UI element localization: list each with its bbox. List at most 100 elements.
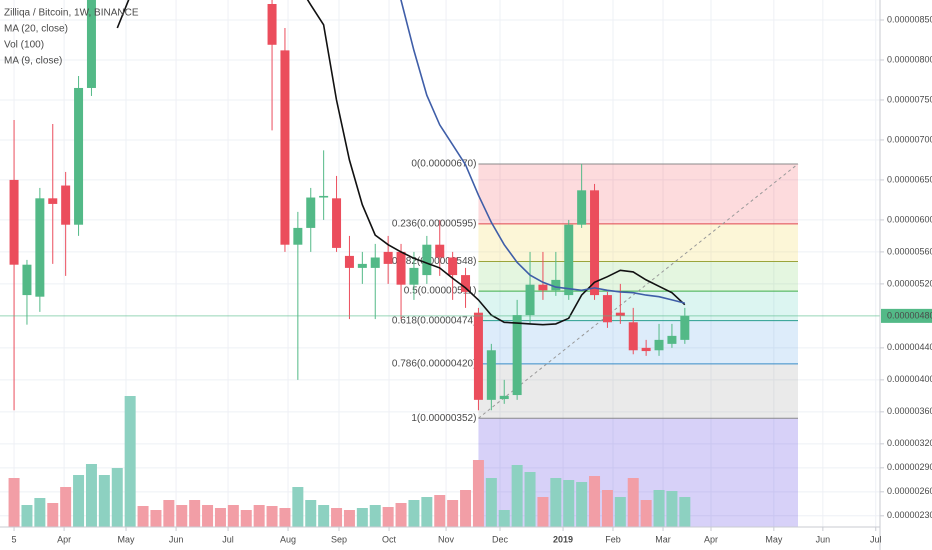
y-tick-label: 0.00000650 xyxy=(887,174,932,184)
candle-body xyxy=(615,312,625,316)
candle-body xyxy=(654,339,664,351)
volume-bar xyxy=(614,497,626,527)
candle-body xyxy=(9,179,19,265)
y-tick-label: 0.00000700 xyxy=(887,134,932,144)
y-tick-label: 0.00000230 xyxy=(887,510,932,520)
volume-bar xyxy=(240,510,252,527)
volume-bar xyxy=(253,505,265,527)
candle-body xyxy=(280,50,290,245)
volume-bar xyxy=(331,508,343,527)
volume-bar xyxy=(679,497,691,527)
fib-label: 0.618(0.00000474) xyxy=(392,315,477,326)
volume-bar xyxy=(73,475,85,527)
volume-bar xyxy=(150,510,162,527)
candle-body xyxy=(680,315,690,340)
moving-average xyxy=(116,0,686,326)
fib-label: 0.236(0.00000595) xyxy=(392,219,477,230)
volume-bar xyxy=(524,472,536,527)
y-tick-label: 0.00000800 xyxy=(887,54,932,64)
volume-bar xyxy=(537,497,549,527)
plot-area: 0(0.00000670) 0.236(0.00000595) 0.382(0.00… xyxy=(0,0,880,527)
y-tick-label: 0.00000360 xyxy=(887,406,932,416)
volume-bar xyxy=(98,475,110,527)
candle-body xyxy=(319,195,329,198)
volume-bar xyxy=(124,396,136,527)
volume-bar xyxy=(279,508,291,527)
volume-bar xyxy=(137,506,149,527)
volume-bar xyxy=(8,478,20,527)
fib-band xyxy=(478,320,798,364)
x-tick-label: 2019 xyxy=(553,534,573,544)
volume-bar xyxy=(550,478,562,527)
legend-entry: Vol (100) xyxy=(4,40,44,51)
volume-bar xyxy=(666,491,678,527)
y-tick-label: 0.00000320 xyxy=(887,438,932,448)
candle-body xyxy=(448,257,458,276)
x-tick-label: May xyxy=(118,534,136,544)
x-tick-label: Dec xyxy=(492,534,509,544)
volume-bar xyxy=(111,468,123,527)
candle-body xyxy=(61,185,71,225)
volume-bar xyxy=(34,498,46,527)
volume-bar xyxy=(460,490,472,527)
candle-body xyxy=(551,279,561,291)
volume-bar xyxy=(266,506,278,527)
fib-band xyxy=(478,223,798,262)
volume-bar xyxy=(576,482,588,527)
fib-band xyxy=(478,363,798,419)
candle-body xyxy=(512,315,522,396)
y-tick-label: 0.00000850 xyxy=(887,14,932,24)
volume-bar xyxy=(21,505,33,527)
x-tick-label: Jun xyxy=(169,534,184,544)
volume-bar xyxy=(421,497,433,527)
fib-label: 0.5(0.00000511) xyxy=(404,286,477,297)
volume-bar xyxy=(640,500,652,527)
candle-body xyxy=(435,244,445,258)
x-tick-label: Oct xyxy=(382,534,397,544)
legend: Zilliqa / Bitcoin, 1W, BINANCE MA (20, c… xyxy=(4,8,139,67)
candle-body xyxy=(357,263,367,268)
y-tick-label: 0.00000600 xyxy=(887,214,932,224)
candle-body xyxy=(486,350,496,400)
candle-body xyxy=(577,190,587,225)
x-tick-label: Jul xyxy=(870,534,882,544)
candle-body xyxy=(396,251,406,285)
volume-bar xyxy=(511,465,523,527)
fib-label: 1(0.00000352) xyxy=(411,413,476,424)
legend-entry: MA (9, close) xyxy=(4,56,62,67)
volume-bar xyxy=(498,510,510,527)
fib-trend xyxy=(478,163,799,419)
candle-body xyxy=(602,295,612,323)
x-tick-label: Jun xyxy=(816,534,831,544)
x-tick-label: Feb xyxy=(605,534,621,544)
candle-body xyxy=(525,284,535,316)
volume-bar xyxy=(601,490,613,527)
moving-average xyxy=(400,0,685,304)
y-tick-label: 0.00000440 xyxy=(887,342,932,352)
candle-body xyxy=(499,395,509,400)
fib-band xyxy=(478,163,798,224)
candle-body xyxy=(48,198,58,204)
last-price-box xyxy=(881,308,932,323)
y-tick-label: 0.00000560 xyxy=(887,246,932,256)
candle-body xyxy=(267,3,277,45)
candle-body xyxy=(667,335,677,344)
last-price-label: 0.00000480 xyxy=(887,310,932,320)
x-tick-label: Mar xyxy=(655,534,671,544)
candle-body xyxy=(35,198,45,297)
volume-bar xyxy=(343,510,355,527)
candle-body xyxy=(383,251,393,264)
candle-body xyxy=(86,0,96,88)
candle-body xyxy=(370,257,380,268)
chart-title: Zilliqa / Bitcoin, 1W, BINANCE xyxy=(4,8,139,19)
candle-body xyxy=(344,255,354,268)
volume-bar xyxy=(369,505,381,527)
volume-bar xyxy=(163,500,175,527)
candle-body xyxy=(293,227,303,245)
volume-bar xyxy=(305,500,317,527)
volume-bar xyxy=(292,487,304,527)
volume-bar xyxy=(485,478,497,527)
volume-bar xyxy=(447,500,459,527)
x-tick-label: Sep xyxy=(331,534,347,544)
